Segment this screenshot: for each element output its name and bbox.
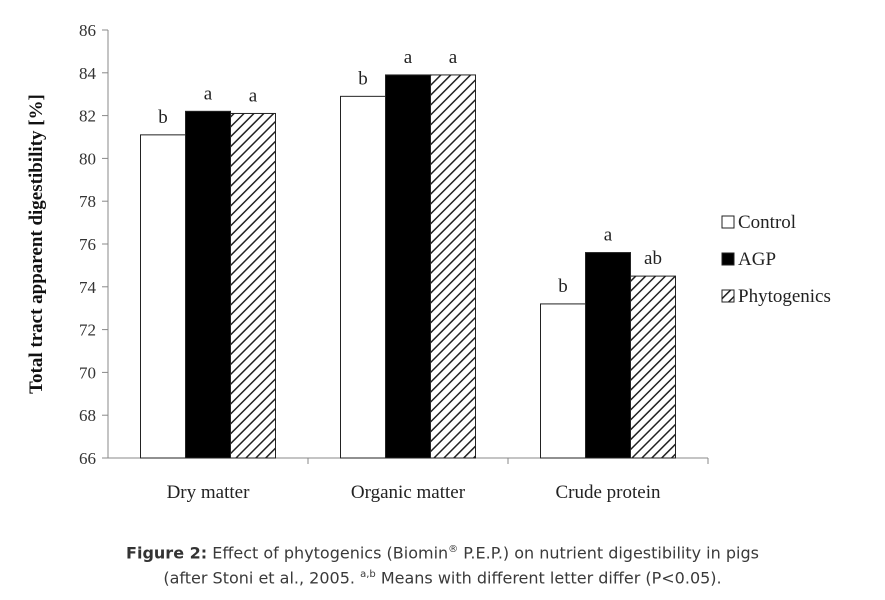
y-tick-label: 78 <box>79 192 96 211</box>
y-tick-label: 84 <box>79 64 97 83</box>
caption-text-2b: Means with different letter differ (P<0.… <box>380 568 722 588</box>
y-tick-label: 66 <box>79 449 96 468</box>
bar-agp-crude-protein <box>585 252 631 459</box>
significance-label: a <box>449 47 458 68</box>
category-label: Crude protein <box>555 482 661 503</box>
bar-chart: 66 68 70 72 74 76 78 80 82 84 86 Total tract appare… <box>26 21 831 503</box>
bar-agp-dry-matter <box>185 110 231 459</box>
caption-text-1b: P.E.P.) on nutrient digestibility in pig… <box>463 543 759 563</box>
legend-label-agp: AGP <box>738 249 776 270</box>
significance-label: a <box>249 85 258 106</box>
legend-label-control: Control <box>738 212 796 233</box>
significance-label: ab <box>644 248 662 269</box>
y-tick-label: 70 <box>79 363 96 382</box>
y-tick-label: 80 <box>79 149 96 168</box>
caption-text-2a: (after Stoni et al., 2005. <box>163 568 355 588</box>
significance-label: b <box>558 276 568 297</box>
significance-label: a <box>604 225 613 246</box>
caption-line-2: (after Stoni et al., 2005. a,b Means wit… <box>0 564 885 589</box>
bars <box>140 74 676 459</box>
bar-agp-organic-matter <box>385 74 431 459</box>
y-axis-title: Total tract apparent digestibility [%] <box>26 94 47 394</box>
bar-phytogenics-organic-matter <box>430 74 476 459</box>
y-tick-label: 86 <box>79 21 96 40</box>
caption-figure-number: Figure 2: <box>126 543 208 563</box>
caption-line-1: Figure 2: Effect of phytogenics (Biomin®… <box>0 539 885 564</box>
y-tick-label: 74 <box>79 278 97 297</box>
significance-label: a <box>404 47 413 68</box>
axes: 66 68 70 72 74 76 78 80 82 84 86 Total tract appare… <box>26 21 709 468</box>
y-tick-label: 82 <box>79 107 96 126</box>
y-tick-label: 72 <box>79 321 96 340</box>
significance-label: b <box>158 107 168 128</box>
bar-phytogenics-crude-protein <box>630 275 676 459</box>
legend-swatch-phytogenics <box>721 289 735 303</box>
category-label: Organic matter <box>351 482 466 503</box>
legend-swatch-agp <box>721 252 735 266</box>
caption-superscript: a,b <box>360 569 376 581</box>
y-tick-label: 76 <box>79 235 96 254</box>
significance-label: b <box>358 68 368 89</box>
y-tick-label: 68 <box>79 406 96 425</box>
legend-label-phytogenics: Phytogenics <box>738 286 831 307</box>
caption-text-1: Effect of phytogenics (Biomin <box>212 543 449 563</box>
caption-registered-mark: ® <box>448 544 459 555</box>
bar-control-crude-protein <box>540 303 586 459</box>
legend: Control AGP Phytogenics <box>721 212 831 307</box>
bar-control-organic-matter <box>340 95 386 459</box>
category-label: Dry matter <box>167 482 251 503</box>
figure-caption: Figure 2: Effect of phytogenics (Biomin®… <box>0 539 885 590</box>
bar-phytogenics-dry-matter <box>230 112 276 459</box>
significance-label: a <box>204 83 213 104</box>
bar-control-dry-matter <box>140 134 186 459</box>
legend-swatch-control <box>721 215 735 229</box>
labels: b a a Dry matter b a a Organic matter b a ab Crude … <box>158 47 662 503</box>
